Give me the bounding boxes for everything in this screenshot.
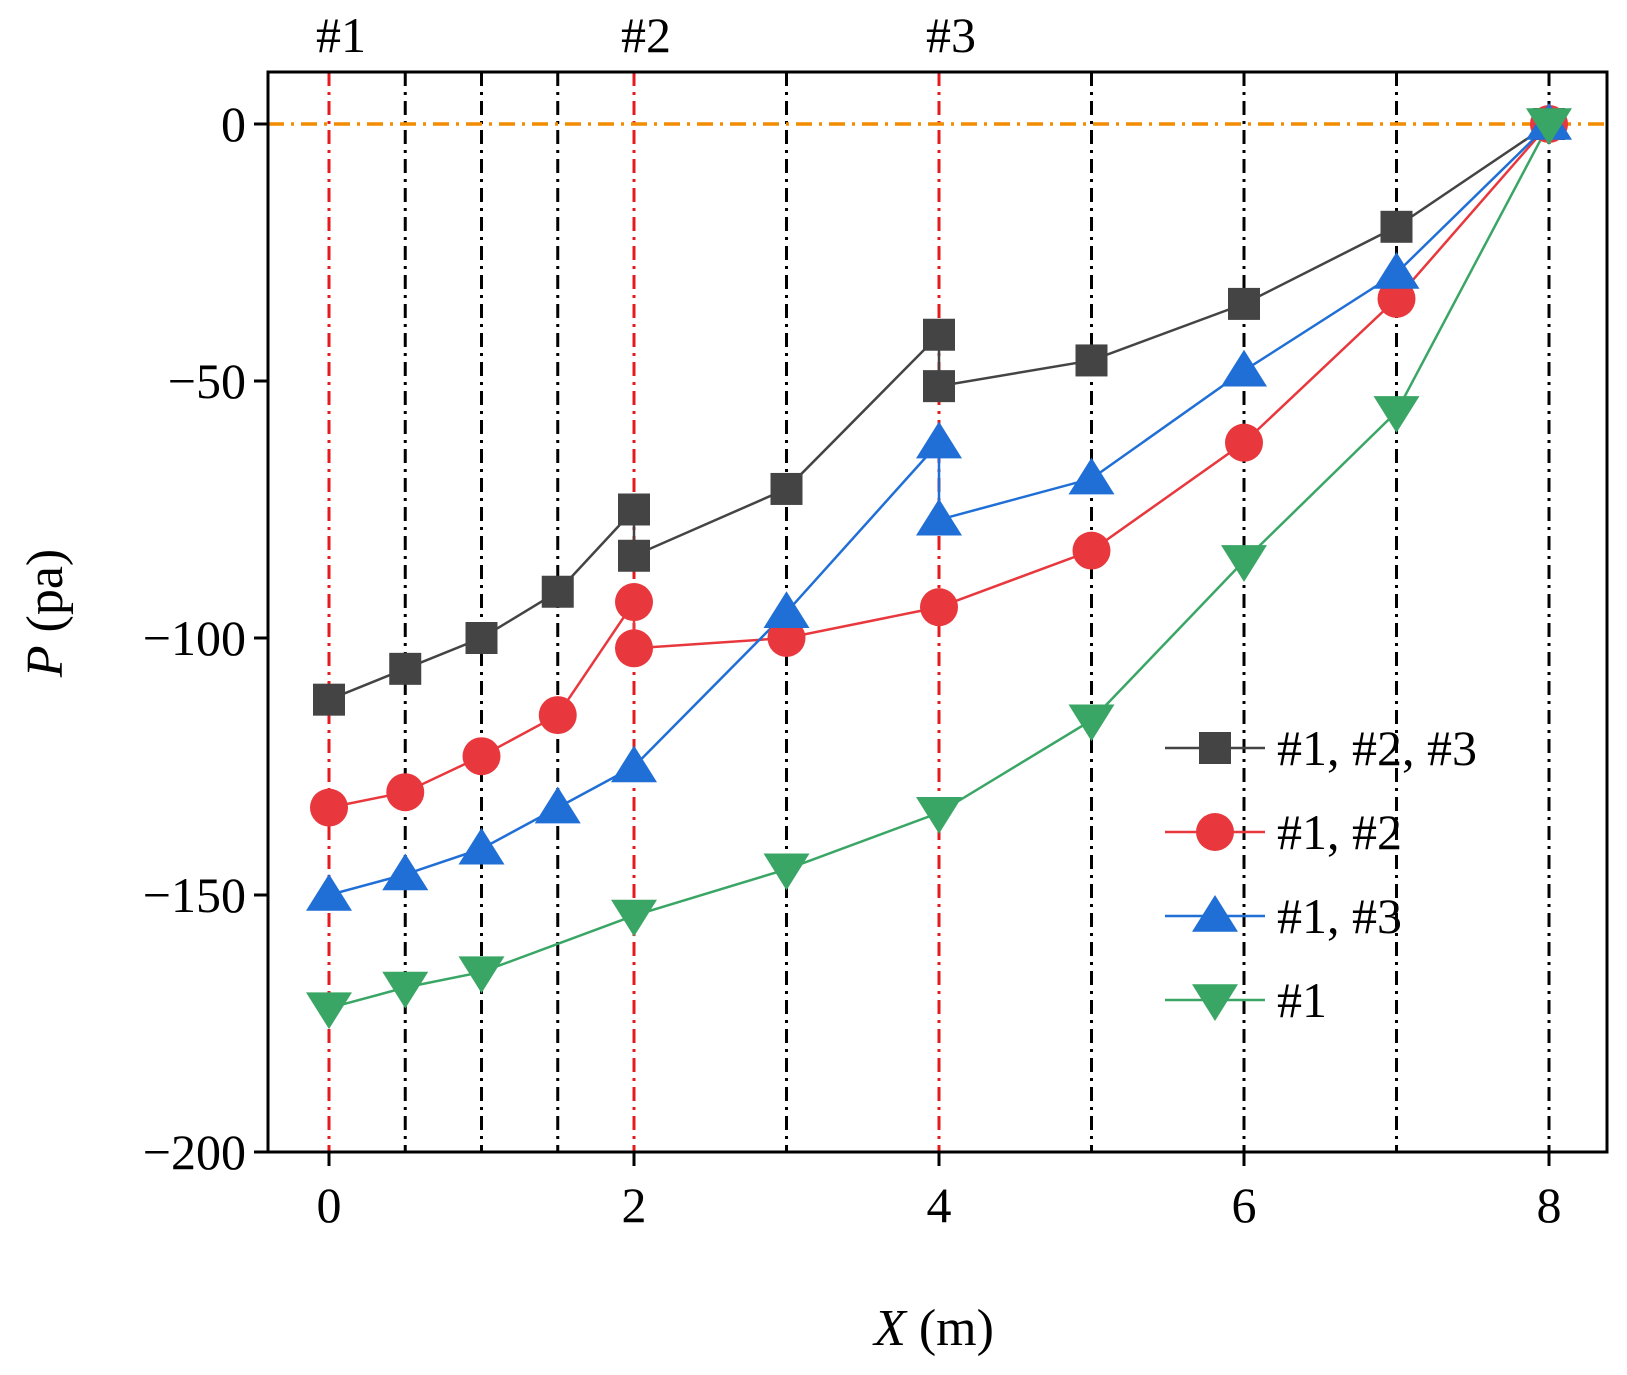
data-point-triangle-down xyxy=(382,971,429,1009)
y-axis-label-unit: (pa) xyxy=(17,549,74,646)
data-point-circle xyxy=(1196,813,1234,851)
data-point-circle xyxy=(615,629,653,668)
data-point-triangle-down xyxy=(1068,704,1115,742)
data-point-square xyxy=(313,683,345,716)
data-point-square xyxy=(1380,210,1413,243)
y-tick-label: −50 xyxy=(168,353,246,409)
data-point-square xyxy=(923,318,955,351)
x-tick-label: 0 xyxy=(317,1177,342,1233)
data-point-triangle-up xyxy=(458,827,505,865)
data-point-triangle-up xyxy=(534,786,581,824)
data-point-triangle-down xyxy=(1526,108,1572,145)
data-point-triangle-up xyxy=(611,745,657,783)
data-point-circle xyxy=(386,773,425,812)
data-point-circle xyxy=(1377,279,1416,318)
data-point-triangle-up xyxy=(382,853,429,891)
data-point-triangle-down xyxy=(306,992,352,1030)
data-point-square xyxy=(389,652,422,685)
data-point-triangle-down xyxy=(458,956,505,994)
data-point-triangle-down xyxy=(1192,984,1238,1021)
legend-label: #1 xyxy=(1277,972,1327,1028)
top-label: #3 xyxy=(926,7,976,63)
y-tick-label: 0 xyxy=(221,96,246,152)
x-axis-ticks: 0 2 4 6 8 xyxy=(317,1152,1562,1233)
data-point-circle xyxy=(920,588,958,627)
legend-label: #1, #2, #3 xyxy=(1277,720,1477,776)
data-point-triangle-up xyxy=(763,591,810,629)
data-point-square xyxy=(770,472,803,505)
series-line xyxy=(328,123,1551,1010)
data-point-circle xyxy=(1072,531,1111,570)
data-point-circle xyxy=(462,737,501,776)
y-tick-label: −150 xyxy=(143,867,246,923)
data-point-square xyxy=(618,493,650,526)
x-axis-label: X (m) xyxy=(872,1300,994,1357)
y-tick-label: −100 xyxy=(143,610,246,666)
x-tick-label: 8 xyxy=(1537,1177,1562,1233)
y-tick-label: −200 xyxy=(143,1124,246,1180)
series-markers xyxy=(306,103,1572,1030)
legend: #1, #2, #3 #1, #2 #1, #3 #1 xyxy=(1165,720,1477,1028)
legend-label: #1, #2 xyxy=(1277,804,1402,860)
data-point-square xyxy=(618,539,650,572)
y-axis-ticks: 0 −50 −100 −150 −200 xyxy=(143,96,268,1180)
data-point-square xyxy=(1199,732,1231,764)
data-point-circle xyxy=(615,583,653,622)
x-tick-label: 4 xyxy=(927,1177,952,1233)
data-point-circle xyxy=(767,619,806,657)
data-point-triangle-down xyxy=(916,797,962,834)
data-point-circle xyxy=(310,788,348,827)
data-point-square xyxy=(1075,344,1108,377)
x-axis-label-var: X xyxy=(872,1300,908,1357)
top-label: #2 xyxy=(621,7,671,63)
data-point-triangle-up xyxy=(916,421,962,459)
data-point-triangle-down xyxy=(1373,396,1420,433)
data-point-square xyxy=(541,575,574,608)
x-axis-label-unit: (m) xyxy=(906,1300,994,1357)
top-labels: #1 #2 #3 xyxy=(316,7,976,63)
data-point-triangle-up xyxy=(1221,349,1267,387)
data-point-circle xyxy=(538,696,577,735)
data-point-circle xyxy=(1225,423,1263,462)
data-point-square xyxy=(465,622,498,654)
data-point-triangle-up xyxy=(1068,457,1115,495)
x-tick-label: 2 xyxy=(622,1177,647,1233)
data-point-triangle-down xyxy=(763,853,810,891)
data-point-triangle-down xyxy=(611,899,657,937)
data-point-triangle-up xyxy=(916,498,962,536)
data-point-triangle-down xyxy=(1221,545,1267,582)
data-point-square xyxy=(923,370,955,403)
y-axis-label-var: P xyxy=(17,645,74,678)
top-label: #1 xyxy=(316,7,366,63)
y-axis-label: P (pa) xyxy=(17,549,74,678)
data-point-triangle-up xyxy=(1192,895,1238,932)
x-tick-label: 6 xyxy=(1232,1177,1257,1233)
data-point-square xyxy=(1228,287,1260,320)
data-point-triangle-up xyxy=(306,874,352,911)
data-point-triangle-up xyxy=(1373,252,1420,289)
legend-label: #1, #3 xyxy=(1277,888,1402,944)
